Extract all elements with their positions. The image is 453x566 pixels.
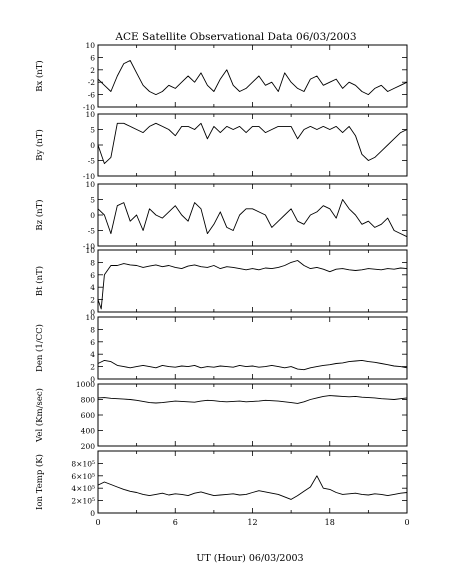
y-tick-label-ion-temp: 0 [90,509,95,518]
series-line-den [97,359,408,371]
panel-bz: 10 5 0 -5 -10 Bz (nT) [34,180,408,251]
y-axis-label-den: Den (1/CC) [34,324,45,372]
x-tick-labels: 0 6 12 18 0 [95,518,409,527]
y-axis-label-bt: Bt (nT) [34,266,45,296]
y-tick-label-bz: 5 [90,196,95,205]
y-tick-label-vel: 600 [81,411,96,420]
y-tick-label-by: 0 [90,141,95,150]
y-tick-label-den: 8 [90,325,95,334]
y-tick-label-den: 4 [90,350,95,359]
panel-frame-ion-temp [97,450,408,514]
y-axis-label-ion-temp: Ion Temp (K) [34,454,45,510]
y-tick-label-vel: 400 [81,427,96,436]
y-tick-label-bt: 6 [90,271,95,280]
panel-bt: 10 8 6 4 2 0 Bt (nT) [34,246,408,317]
panel-frame-by [97,113,408,177]
y-tick-label-bz: -5 [88,227,96,236]
y-axis-label-bz: Bz (nT) [34,199,45,230]
x-axis-label: UT (Hour) 06/03/2003 [196,553,303,564]
y-tick-label-bx: -2 [88,78,96,87]
x-tick-label: 18 [325,518,335,527]
y-tick-label-vel: 800 [81,396,96,405]
y-tick-label-ion-temp: 6×10⁵ [71,472,95,481]
x-tick-label: 6 [173,518,178,527]
panel-ion-temp: 8×10⁵ 6×10⁵ 4×10⁵ 2×10⁵ 0 Ion Temp (K) [34,450,408,518]
panel-bx: 10 6 2 -2 -6 -10 Bx (nT) [34,41,408,112]
y-tick-label-bx: -10 [83,103,95,112]
y-tick-label-vel: 200 [81,442,96,451]
y-tick-label-by: 5 [90,126,95,135]
panel-frame-bx [97,44,408,108]
y-tick-label-bz: -10 [83,242,95,251]
y-tick-label-by: 10 [85,110,95,119]
y-tick-label-bx: -6 [88,91,96,100]
series-line-vel [97,395,408,404]
panel-frame-bt [97,249,408,313]
y-tick-label-den: 0 [90,375,95,384]
series-line-bz [97,199,408,238]
x-tick-label: 0 [404,518,409,527]
y-tick-label-bz: 0 [90,211,95,220]
panel-frame-vel [97,383,408,447]
y-tick-label-by: -5 [88,157,96,166]
panel-by: 10 5 0 -5 -10 By (nT) [34,110,408,181]
y-axis-label-by: By (nT) [34,129,45,161]
y-tick-label-bz: 10 [85,180,95,189]
panel-vel: 1000 800 600 400 200 Vel (Km/sec) [34,380,408,451]
y-tick-label-ion-temp: 8×10⁵ [71,459,95,468]
panel-den: 10 8 6 4 2 0 Den (1/CC) [34,313,408,384]
y-tick-label-by: -10 [83,172,95,181]
chart-title: ACE Satellite Observational Data 06/03/2… [114,31,356,43]
y-axis-label-vel: Vel (Km/sec) [34,388,45,443]
x-tick-label: 12 [247,518,257,527]
y-tick-label-den: 6 [90,338,95,347]
y-tick-label-bt: 2 [90,296,95,305]
y-tick-label-bt: 0 [90,308,95,317]
y-tick-label-ion-temp: 2×10⁵ [71,497,95,506]
y-tick-label-bt: 8 [90,258,95,267]
y-tick-label-vel: 1000 [76,380,95,389]
y-tick-label-den: 2 [90,363,95,372]
x-tick-label: 0 [95,518,100,527]
panel-frame-bz [97,183,408,247]
chart-panels: 10 6 2 -2 -6 -10 Bx (nT) 10 5 0 -5 -10 By (nT) 10 5 0 -5… [34,41,408,518]
y-tick-label-bt: 4 [90,283,95,292]
y-tick-label-bx: 2 [90,66,95,75]
y-tick-label-ion-temp: 4×10⁵ [71,484,95,493]
panel-frame-den [97,316,408,380]
y-axis-label-bx: Bx (nT) [34,60,45,92]
y-tick-label-bx: 10 [85,41,95,50]
series-line-bx [97,60,408,96]
y-tick-label-bx: 6 [90,53,95,62]
y-tick-label-bt: 10 [85,246,95,255]
series-line-bt [97,260,408,310]
series-line-ion-temp [97,475,408,500]
y-tick-label-den: 10 [85,313,95,322]
series-line-by [97,122,408,165]
